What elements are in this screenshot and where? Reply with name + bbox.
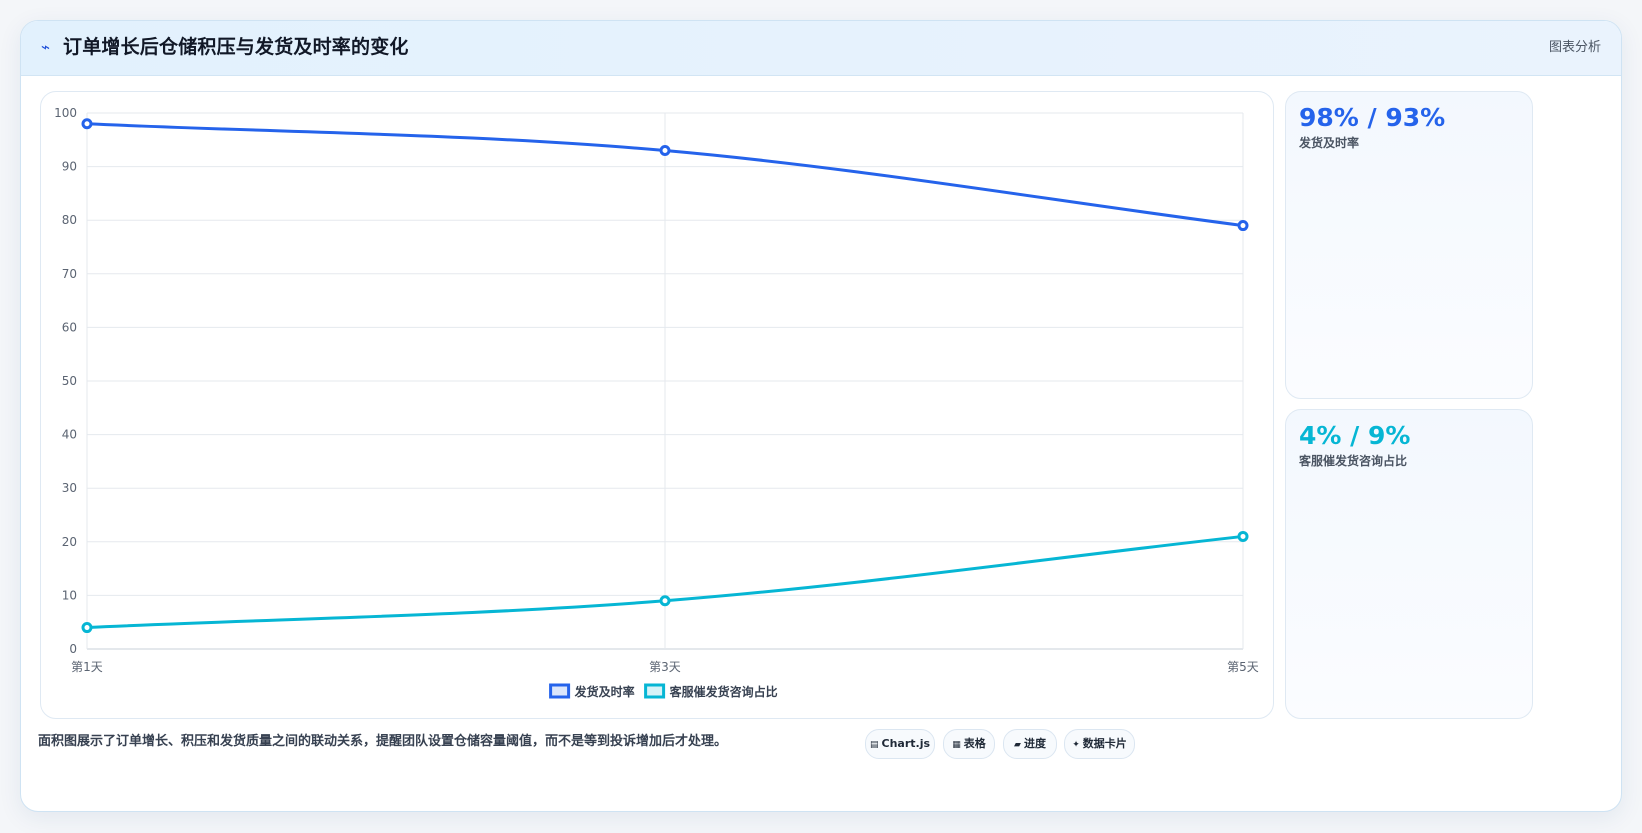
tag-chartjs[interactable]: ▤ Chart.js: [865, 729, 935, 759]
tag-label: 进度: [1023, 737, 1046, 750]
chart-card: ⌁ 订单增长后仓储积压与发货及时率的变化 图表分析 0 10 20 30 40 50 60 7…: [20, 20, 1622, 812]
y-tick-label: 100: [54, 106, 77, 120]
data-point: [81, 118, 93, 130]
x-tick-label: 第1天: [71, 660, 103, 674]
y-tick-label: 90: [62, 160, 77, 174]
data-point: [659, 145, 671, 157]
y-tick-label: 0: [69, 642, 77, 656]
legend-label: 客服催发货咨询占比: [669, 684, 778, 699]
kpi-value: 98% / 93%: [1299, 103, 1446, 132]
chart-icon: ▤: [869, 740, 879, 750]
kpi-card-inquiry-share: 4% / 9% 客服催发货咨询占比: [1285, 409, 1533, 719]
legend-swatch: [644, 683, 666, 699]
legend-label: 发货及时率: [574, 684, 635, 699]
kpi-label: 客服催发货咨询占比: [1299, 454, 1408, 468]
y-tick-label: 30: [62, 481, 77, 495]
x-tick-label: 第3天: [649, 660, 681, 674]
y-tick-label: 80: [62, 213, 77, 227]
y-tick-label: 20: [62, 535, 77, 549]
kpi-label: 发货及时率: [1299, 136, 1360, 150]
x-tick-label: 第5天: [1227, 660, 1259, 674]
y-tick-label: 60: [62, 320, 77, 334]
progress-icon: ▰: [1014, 740, 1021, 750]
data-point: [1237, 220, 1249, 232]
y-tick-label: 10: [62, 588, 77, 602]
tag-table[interactable]: ▦ 表格: [943, 729, 995, 759]
tag-label: Chart.js: [881, 737, 931, 750]
table-icon: ▦: [952, 740, 961, 750]
data-point: [81, 622, 93, 634]
footer-note: 面积图展示了订单增长、积压和发货质量之间的联动关系，提醒团队设置仓储容量阈值，而…: [38, 734, 728, 749]
kpi-value: 4% / 9%: [1299, 421, 1411, 450]
tag-progress[interactable]: ▰ 进度: [1003, 729, 1057, 759]
chart-line-icon: ⌁: [41, 38, 51, 56]
card-icon: ✦: [1072, 740, 1080, 750]
kpi-card-ontime-rate: 98% / 93% 发货及时率: [1285, 91, 1533, 399]
page-title: 订单增长后仓储积压与发货及时率的变化: [63, 36, 409, 58]
header-tag: 图表分析: [1548, 40, 1601, 55]
tag-data-card[interactable]: ✦ 数据卡片: [1064, 729, 1135, 759]
legend-swatch: [549, 683, 571, 699]
y-tick-label: 40: [62, 428, 77, 442]
tag-label: 表格: [963, 737, 986, 750]
y-tick-label: 50: [62, 374, 77, 388]
card-header: ⌁ 订单增长后仓储积压与发货及时率的变化 图表分析: [21, 21, 1621, 76]
chart-panel: 0 10 20 30 40 50 60 70 80 90 100 第1天 第3天 第5天发货及时率 客服催发…: [40, 91, 1274, 719]
data-point: [659, 595, 671, 607]
tag-label: 数据卡片: [1082, 737, 1127, 750]
y-tick-label: 70: [62, 267, 77, 281]
data-point: [1237, 530, 1249, 542]
